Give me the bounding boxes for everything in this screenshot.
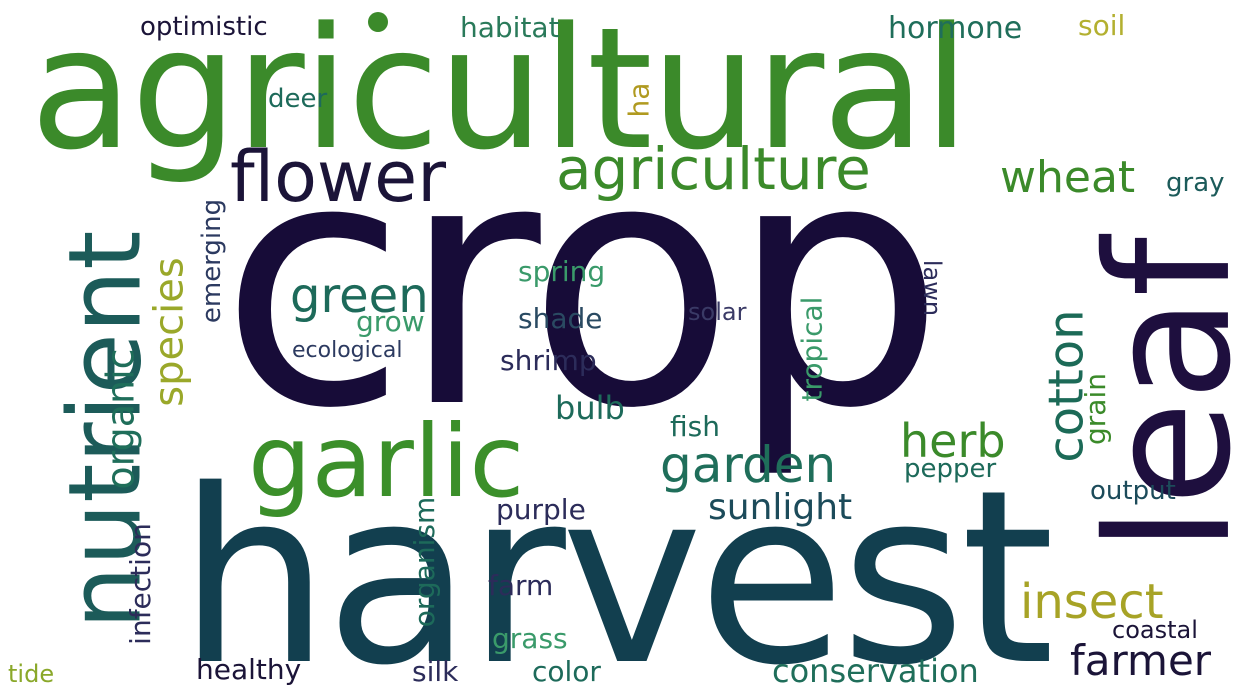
word-tide: tide	[8, 660, 55, 688]
word-solar: solar	[688, 298, 747, 326]
word-insect: insect	[1020, 574, 1164, 630]
word-ecological: ecological	[292, 338, 403, 363]
word-flower: flower	[230, 136, 447, 218]
word-emerging: emerging	[197, 198, 228, 324]
word-farm: farm	[488, 569, 554, 602]
word-wheat: wheat	[1000, 152, 1136, 203]
word-deer: deer	[268, 84, 328, 114]
word-coastal: coastal	[1112, 616, 1198, 644]
word-optimistic: optimistic	[140, 12, 268, 42]
word-grain: grain	[1078, 373, 1112, 445]
word-sunlight: sunlight	[708, 487, 853, 528]
word-shrimp: shrimp	[500, 344, 597, 377]
word-spring: spring	[518, 255, 606, 288]
word-pepper: pepper	[904, 454, 997, 484]
word-habitat: habitat	[460, 11, 560, 44]
word-agriculture: agriculture	[556, 135, 871, 203]
word-infection: infection	[123, 523, 157, 645]
word-crop: crop	[220, 87, 945, 483]
word-output: output	[1090, 476, 1176, 506]
word-harvest: harvest	[178, 438, 1055, 693]
dot-mark	[368, 12, 388, 32]
word-grass: grass	[492, 622, 568, 655]
word-conservation: conservation	[772, 652, 979, 690]
word-herb: herb	[900, 414, 1006, 468]
word-silk: silk	[412, 655, 459, 688]
word-hormone: hormone	[888, 11, 1023, 46]
word-ha: ha	[622, 82, 656, 118]
word-species: species	[146, 257, 193, 407]
word-purple: purple	[496, 493, 586, 526]
word-green: green	[290, 268, 429, 324]
word-garden: garden	[660, 436, 837, 494]
word-agricultural: agricultural	[30, 0, 970, 187]
word-shade: shade	[518, 302, 603, 335]
word-tropical: tropical	[795, 296, 829, 402]
word-color: color	[532, 655, 601, 688]
word-bulb: bulb	[555, 389, 625, 427]
word-grow: grow	[356, 305, 425, 338]
word-organism: organism	[408, 496, 442, 628]
word-fish: fish	[670, 410, 720, 443]
word-garlic: garlic	[248, 403, 525, 520]
word-organic: organic	[98, 348, 143, 490]
word-lawn: lawn	[918, 259, 947, 317]
word-gray: gray	[1166, 168, 1225, 198]
word-farmer: farmer	[1070, 636, 1212, 685]
word-soil: soil	[1078, 9, 1126, 42]
word-healthy: healthy	[196, 653, 302, 686]
